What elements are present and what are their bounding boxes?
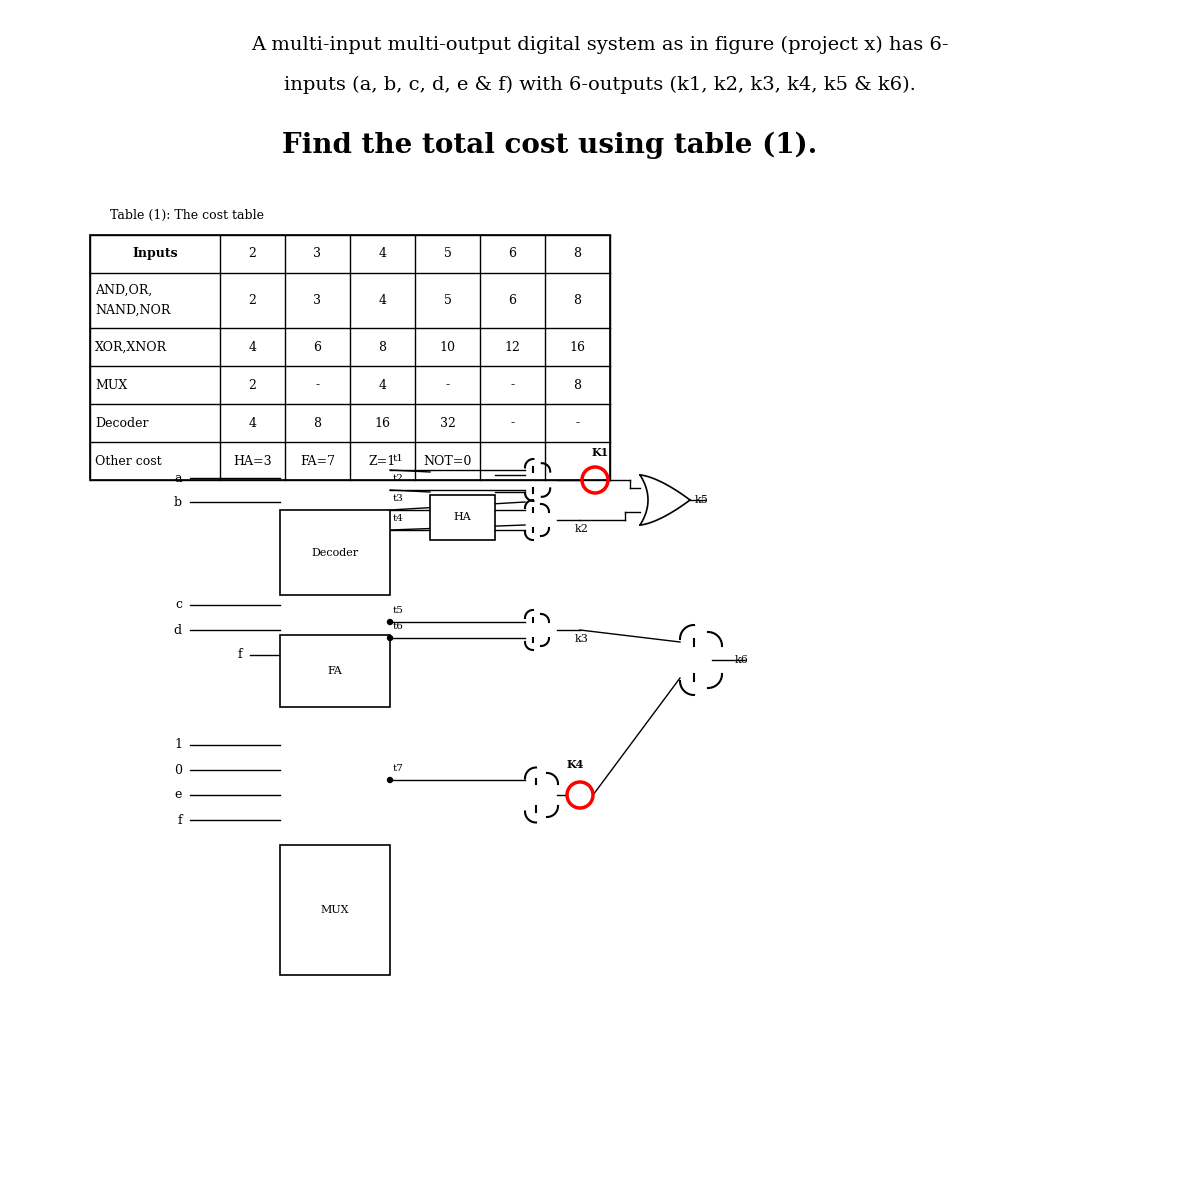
Text: 1: 1 — [174, 738, 182, 751]
Text: a: a — [174, 472, 182, 485]
Text: f: f — [178, 814, 182, 827]
Text: Decoder: Decoder — [95, 416, 149, 430]
Text: 4: 4 — [248, 341, 257, 354]
Text: 0: 0 — [174, 763, 182, 776]
Text: Other cost: Other cost — [95, 455, 162, 468]
Text: A multi-input multi-output digital system as in figure (project x) has 6-: A multi-input multi-output digital syste… — [251, 36, 949, 54]
Text: K1: K1 — [592, 446, 608, 458]
Text: -: - — [576, 416, 580, 430]
Text: Find the total cost using table (1).: Find the total cost using table (1). — [282, 131, 817, 158]
Text: 4: 4 — [378, 294, 386, 307]
Text: XOR,XNOR: XOR,XNOR — [95, 341, 167, 354]
Text: 16: 16 — [570, 341, 586, 354]
Text: 10: 10 — [439, 341, 456, 354]
Text: k6: k6 — [734, 655, 749, 665]
Text: d: d — [174, 624, 182, 636]
Text: k3: k3 — [575, 634, 589, 644]
Text: 5: 5 — [444, 247, 451, 260]
Text: K4: K4 — [566, 758, 583, 770]
Bar — [280, 510, 390, 595]
Text: 12: 12 — [504, 341, 521, 354]
Text: t1: t1 — [394, 454, 404, 463]
Text: k2: k2 — [575, 524, 589, 534]
Text: c: c — [175, 599, 182, 612]
Text: FA=7: FA=7 — [300, 455, 335, 468]
Circle shape — [388, 778, 392, 782]
Text: -: - — [445, 378, 450, 391]
Text: 8: 8 — [574, 378, 582, 391]
Text: t2: t2 — [394, 474, 404, 482]
Text: 4: 4 — [248, 416, 257, 430]
Text: t5: t5 — [394, 606, 404, 614]
Text: 4: 4 — [378, 247, 386, 260]
Text: 8: 8 — [313, 416, 322, 430]
Text: 3: 3 — [313, 247, 322, 260]
Text: k5: k5 — [695, 494, 709, 505]
Text: 16: 16 — [374, 416, 390, 430]
Text: MUX: MUX — [320, 905, 349, 914]
Bar — [90, 235, 610, 480]
Text: inputs (a, b, c, d, e & f) with 6-outputs (k1, k2, k3, k4, k5 & k6).: inputs (a, b, c, d, e & f) with 6-output… — [284, 76, 916, 94]
Text: 5: 5 — [444, 294, 451, 307]
Text: t3: t3 — [394, 494, 404, 503]
Text: 8: 8 — [378, 341, 386, 354]
Text: -: - — [316, 378, 319, 391]
Text: 3: 3 — [313, 294, 322, 307]
Circle shape — [388, 636, 392, 641]
Text: 4: 4 — [378, 378, 386, 391]
Text: -: - — [510, 378, 515, 391]
Bar — [280, 845, 390, 974]
Text: HA: HA — [454, 512, 472, 522]
Text: 2: 2 — [248, 294, 257, 307]
Text: Decoder: Decoder — [312, 547, 359, 558]
Text: f: f — [238, 648, 242, 661]
Text: t7: t7 — [394, 764, 404, 773]
Text: 2: 2 — [248, 247, 257, 260]
Text: Z=1: Z=1 — [368, 455, 396, 468]
Bar — [280, 635, 390, 707]
Text: t6: t6 — [394, 622, 404, 631]
Text: 2: 2 — [248, 378, 257, 391]
Text: t4: t4 — [394, 514, 404, 523]
Text: 6: 6 — [509, 247, 516, 260]
Text: Inputs: Inputs — [132, 247, 178, 260]
Text: e: e — [175, 788, 182, 802]
Text: 8: 8 — [574, 294, 582, 307]
Text: NOT=0: NOT=0 — [424, 455, 472, 468]
Text: 32: 32 — [439, 416, 456, 430]
Text: 8: 8 — [574, 247, 582, 260]
Text: AND,OR,: AND,OR, — [95, 284, 152, 298]
Text: b: b — [174, 496, 182, 509]
Text: FA: FA — [328, 666, 342, 676]
Circle shape — [388, 619, 392, 624]
Text: -: - — [510, 416, 515, 430]
Text: 6: 6 — [509, 294, 516, 307]
Bar — [430, 494, 496, 540]
Text: 6: 6 — [313, 341, 322, 354]
Text: MUX: MUX — [95, 378, 127, 391]
Text: NAND,NOR: NAND,NOR — [95, 304, 170, 317]
Text: Table (1): The cost table: Table (1): The cost table — [110, 209, 264, 222]
Text: HA=3: HA=3 — [233, 455, 272, 468]
